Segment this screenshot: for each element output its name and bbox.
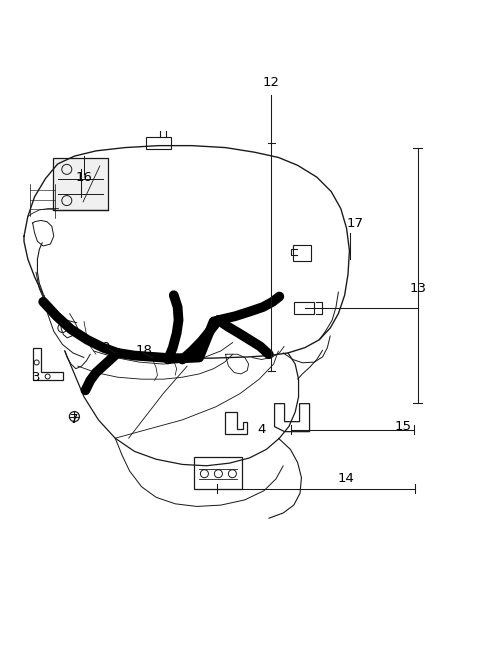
Text: 3: 3 [32, 371, 40, 384]
Text: 14: 14 [337, 472, 354, 485]
Text: 18: 18 [135, 344, 153, 358]
Text: 4: 4 [257, 423, 266, 436]
Text: 9: 9 [101, 341, 110, 354]
FancyBboxPatch shape [53, 158, 108, 210]
Text: 17: 17 [347, 216, 364, 230]
Text: 15: 15 [395, 420, 412, 433]
Text: 16: 16 [75, 171, 93, 184]
Text: 13: 13 [409, 282, 426, 295]
Text: 12: 12 [263, 75, 280, 89]
Text: 7: 7 [70, 413, 79, 426]
